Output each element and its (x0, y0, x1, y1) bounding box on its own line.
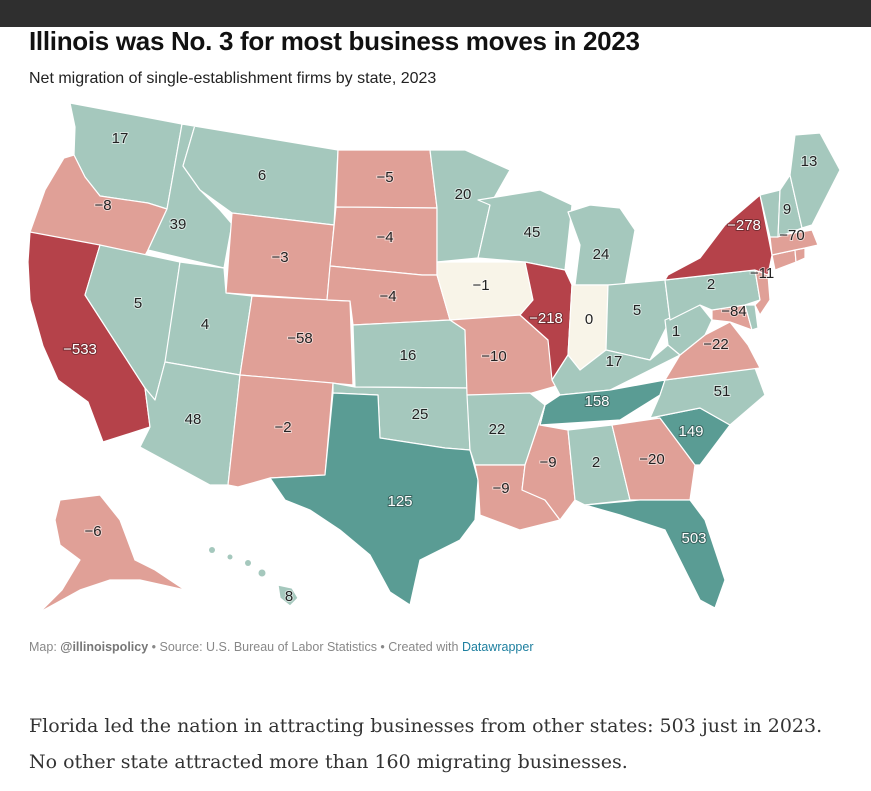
state-value-label: 6 (258, 167, 266, 184)
state-value-label: 22 (489, 421, 506, 438)
state-value-label: 17 (606, 353, 623, 370)
state-ma[interactable] (769, 229, 819, 256)
state-value-label: 45 (524, 224, 541, 241)
state-value-label: −9 (492, 480, 509, 497)
state-value-label: 125 (387, 493, 412, 510)
state-value-label: 48 (185, 411, 202, 428)
state-value-label: 4 (201, 316, 209, 333)
article-paragraph: Florida led the nation in attracting bus… (29, 715, 823, 773)
state-value-label: 2 (592, 454, 600, 471)
state-value-label: −218 (529, 310, 563, 327)
state-value-label: −2 (274, 419, 291, 436)
state-value-label: −9 (539, 454, 556, 471)
state-oh[interactable] (605, 279, 671, 361)
state-mi[interactable] (567, 204, 636, 286)
state-value-label: −22 (703, 336, 728, 353)
state-value-label: 503 (681, 530, 706, 547)
state-fl[interactable] (584, 499, 726, 609)
state-tx[interactable] (269, 392, 479, 606)
state-value-label: −10 (481, 348, 506, 365)
chart-subtitle: Net migration of single-establishment fi… (29, 70, 437, 87)
state-me[interactable] (789, 132, 841, 229)
state-value-label: 8 (285, 588, 293, 605)
hawaii-island-1 (209, 547, 215, 553)
state-value-label: 51 (714, 383, 731, 400)
state-value-label: −1 (472, 277, 489, 294)
credit-source: • Source: U.S. Bureau of Labor Statistic… (148, 640, 462, 654)
hawaii-island-3 (245, 560, 251, 566)
state-value-label: −5 (376, 169, 393, 186)
state-value-label: 1 (672, 323, 680, 340)
chart-title: Illinois was No. 3 for most business mov… (29, 26, 640, 56)
state-value-label: −278 (727, 217, 761, 234)
state-value-label: −58 (287, 330, 312, 347)
state-value-label: −20 (639, 451, 664, 468)
state-value-label: 20 (455, 186, 472, 203)
state-ak[interactable] (39, 494, 186, 613)
state-value-label: −70 (779, 227, 804, 244)
state-value-label: 39 (170, 216, 187, 233)
state-value-label: −533 (63, 341, 97, 358)
state-value-label: 25 (412, 406, 429, 423)
map-credit: Map: @illinoispolicy • Source: U.S. Bure… (29, 640, 534, 654)
state-value-label: −4 (379, 288, 396, 305)
state-hi[interactable] (277, 584, 299, 607)
credit-prefix: Map: (29, 640, 61, 654)
state-value-label: 5 (633, 302, 641, 319)
state-value-label: 158 (584, 393, 609, 410)
datawrapper-link[interactable]: Datawrapper (461, 640, 534, 654)
state-value-label: 24 (593, 246, 610, 263)
state-value-label: −4 (376, 229, 393, 246)
hawaii-island-4 (258, 569, 266, 577)
state-value-label: −8 (94, 197, 111, 214)
credit-handle: @illinoispolicy (60, 640, 149, 654)
state-value-label: 13 (801, 153, 818, 170)
state-value-label: 17 (112, 130, 129, 147)
state-value-label: −84 (721, 303, 746, 320)
state-value-label: 16 (400, 347, 417, 364)
us-choropleth-map: 17−8−5333956−3448−58−2−5−4−4162512520−1−… (27, 102, 841, 613)
state-de[interactable] (744, 304, 759, 331)
state-value-label: −11 (750, 265, 774, 282)
hawaii-island-2 (227, 554, 233, 560)
state-co[interactable] (239, 295, 354, 386)
browser-top-bar (0, 0, 871, 27)
state-value-label: 5 (134, 295, 142, 312)
state-value-label: −6 (84, 523, 101, 540)
state-value-label: −3 (271, 249, 288, 266)
state-value-label: 2 (707, 276, 715, 293)
state-value-label: 149 (678, 423, 703, 440)
state-value-label: 9 (783, 201, 791, 218)
state-value-label: 0 (585, 311, 593, 328)
state-nc[interactable] (649, 367, 766, 426)
